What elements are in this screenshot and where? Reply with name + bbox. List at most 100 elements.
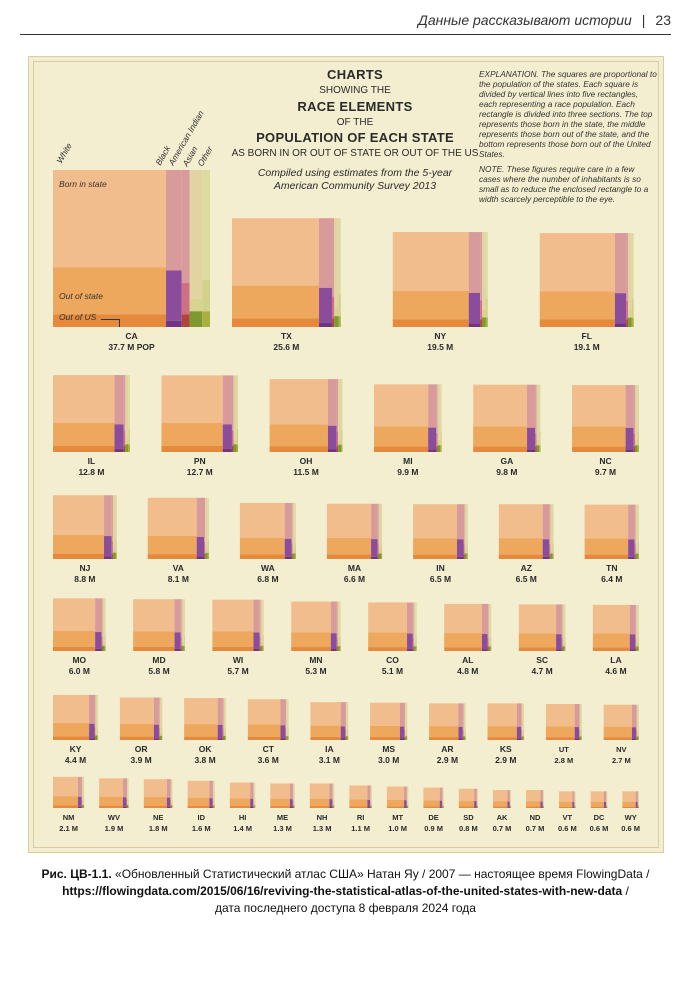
white-out-of-us xyxy=(487,737,517,740)
other-born-in xyxy=(207,497,209,541)
american-indian-born-in xyxy=(377,503,379,544)
other-out-of-us xyxy=(464,736,466,740)
american-indian-born-in xyxy=(635,604,637,639)
asian-born-in xyxy=(260,599,263,642)
asian-out-of-us xyxy=(125,444,129,452)
asian-born-in xyxy=(293,783,295,804)
other-out-of-us xyxy=(523,736,525,740)
asian-out-of-us xyxy=(407,805,408,808)
white-out-of-us xyxy=(423,806,440,808)
state-code-label: NH xyxy=(317,813,328,822)
american-indian-out-of-us xyxy=(377,554,379,559)
other-born-in xyxy=(485,232,488,299)
state-code-label: NM xyxy=(63,813,75,822)
asian-out-of-state xyxy=(476,804,478,807)
state-square-az xyxy=(498,504,554,559)
black-born-in xyxy=(635,791,638,803)
asian-out-of-state xyxy=(464,549,467,554)
white-out-of-us xyxy=(368,647,408,651)
black-born-in xyxy=(77,776,82,797)
asian-out-of-state xyxy=(346,733,348,737)
black-born-in xyxy=(371,503,378,540)
other-out-of-us xyxy=(338,316,341,327)
white-out-of-us xyxy=(518,647,557,651)
state-population-label: 19.5 M xyxy=(427,342,453,352)
asian-born-in xyxy=(346,702,348,734)
black-born-in xyxy=(404,786,407,801)
black-out-of-us xyxy=(209,806,213,808)
white-born-in xyxy=(239,502,285,538)
black-out-of-state xyxy=(122,797,127,807)
black-out-of-state xyxy=(572,802,575,808)
asian-born-in xyxy=(442,787,444,805)
state-code-label: MO xyxy=(72,655,86,665)
other-out-of-state xyxy=(128,428,130,445)
state-population-label: 2.1 M xyxy=(59,824,78,833)
state-square-wy xyxy=(622,791,639,808)
asian-out-of-us xyxy=(253,805,255,808)
american-indian-out-of-state xyxy=(521,729,522,738)
american-indian-out-of-us xyxy=(345,736,347,740)
asian-out-of-state xyxy=(463,733,465,737)
asian-out-of-state xyxy=(293,803,295,806)
american-indian-out-of-us xyxy=(549,554,551,559)
state-square-mi xyxy=(374,384,442,452)
american-indian-out-of-us xyxy=(94,736,96,740)
asian-out-of-state xyxy=(223,732,226,736)
other-out-of-state xyxy=(287,727,289,736)
white-out-of-state xyxy=(349,799,368,807)
white-out-of-state xyxy=(143,797,167,806)
black-out-of-state xyxy=(542,539,550,557)
state-square-ks xyxy=(487,703,525,740)
asian-out-of-state xyxy=(634,439,638,446)
state-code-label: KY xyxy=(70,744,82,754)
american-indian-out-of-us xyxy=(111,553,113,559)
black-out-of-us xyxy=(456,556,464,559)
american-indian-out-of-state xyxy=(404,729,406,738)
white-out-of-state xyxy=(368,632,408,648)
white-out-of-state xyxy=(559,801,573,807)
american-indian-out-of-state xyxy=(285,728,287,737)
black-out-of-us xyxy=(542,556,550,559)
black-born-in xyxy=(95,598,102,633)
other-out-of-state xyxy=(207,540,209,553)
american-indian-out-of-us xyxy=(126,805,128,808)
asian-out-of-us xyxy=(574,806,576,808)
page-number: 23 xyxy=(655,12,671,28)
state-square-tx xyxy=(232,218,341,327)
other-born-in xyxy=(172,779,173,800)
asian-out-of-us xyxy=(628,317,632,327)
black-out-of-state xyxy=(153,724,159,739)
black-out-of-state xyxy=(404,800,407,808)
american-indian-out-of-us xyxy=(253,805,254,808)
state-code-label: NE xyxy=(153,813,163,822)
state-code-label: MN xyxy=(309,655,322,665)
white-born-in xyxy=(232,218,320,286)
american-indian-out-of-us xyxy=(158,736,160,740)
american-indian-out-of-us xyxy=(404,737,406,740)
white-out-of-state xyxy=(119,723,154,737)
black-born-in xyxy=(474,788,477,802)
white-out-of-state xyxy=(53,534,105,554)
state-square-oh xyxy=(269,379,343,452)
white-out-of-state xyxy=(147,535,197,555)
asian-out-of-state xyxy=(482,309,486,318)
asian-out-of-us xyxy=(337,646,340,651)
black-out-of-state xyxy=(468,292,481,324)
asian-born-in xyxy=(332,783,334,804)
asian-born-in xyxy=(550,504,553,550)
american-indian-out-of-state xyxy=(231,430,234,446)
other-out-of-state xyxy=(262,635,264,646)
white-born-in xyxy=(309,783,330,799)
american-indian-born-in xyxy=(111,495,113,542)
other-out-of-us xyxy=(341,444,343,452)
title-line-3: RACE ELEMENTS xyxy=(297,99,413,114)
asian-born-in xyxy=(562,604,565,643)
other-out-of-us xyxy=(466,553,468,559)
asian-born-in xyxy=(223,698,226,733)
black-out-of-state xyxy=(631,727,637,739)
explanation-box: EXPLANATION. The squares are proportiona… xyxy=(479,69,657,209)
state-population-label: 9.7 M xyxy=(595,467,616,477)
white-out-of-state xyxy=(53,422,115,446)
other-born-in xyxy=(581,704,582,730)
